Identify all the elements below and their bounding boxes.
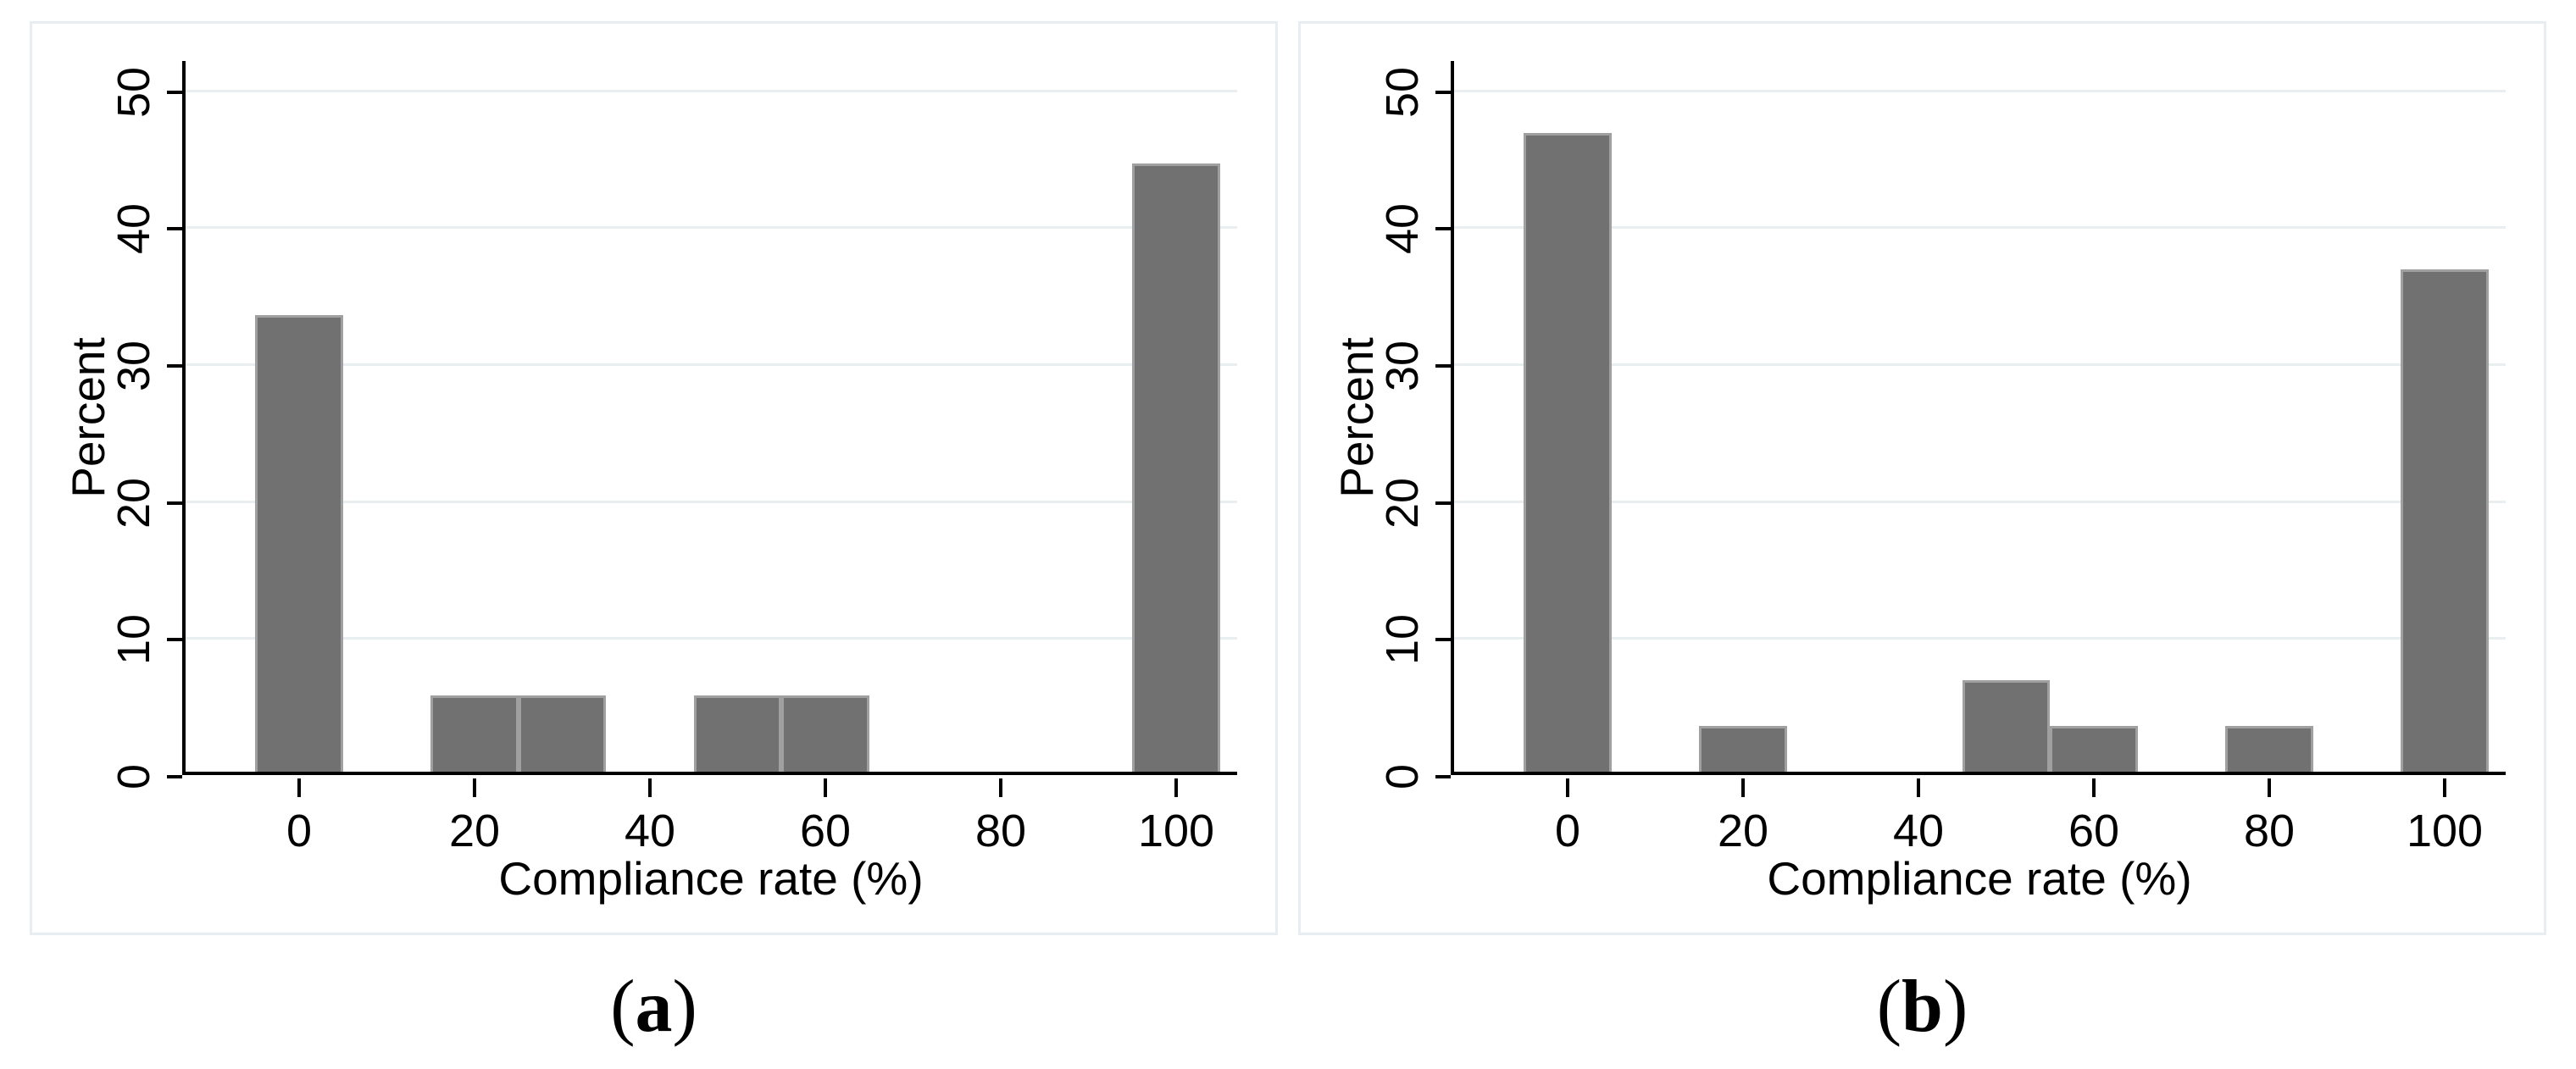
x-tick-label-60: 60	[2068, 806, 2120, 856]
y-tick-label-50: 50	[1377, 66, 1428, 118]
caption-letter: b	[1901, 966, 1943, 1048]
caption-paren-open: (	[1876, 966, 1902, 1048]
y-tick-label-0: 0	[108, 763, 159, 790]
y-tick-10	[167, 638, 182, 642]
x-tick-label-60: 60	[799, 806, 852, 856]
y-tick-0	[1435, 775, 1451, 778]
x-tick-40	[1917, 778, 1920, 797]
gridline-y-30	[186, 363, 1237, 367]
y-tick-50	[167, 90, 182, 94]
x-tick-label-0: 0	[286, 806, 313, 856]
histogram-bar	[2225, 726, 2313, 772]
x-tick-label-40: 40	[624, 806, 676, 856]
y-tick-20	[167, 501, 182, 505]
y-tick-label-40: 40	[108, 203, 159, 255]
gridline-y-40	[186, 226, 1237, 230]
y-tick-label-10: 10	[1377, 614, 1428, 666]
panel-a-plot-area	[182, 61, 1237, 775]
caption-letter: a	[635, 966, 673, 1048]
y-tick-30	[167, 364, 182, 368]
x-tick-label-20: 20	[1717, 806, 1769, 856]
caption-paren-close: )	[1942, 966, 1968, 1048]
y-tick-label-50: 50	[108, 66, 159, 118]
y-tick-10	[1435, 638, 1451, 642]
panel-b-x-axis-title: Compliance rate (%)	[1767, 852, 2192, 905]
gridline-y-10	[186, 637, 1237, 640]
x-tick-100	[2443, 778, 2446, 797]
x-tick-0	[297, 778, 301, 797]
y-tick-30	[1435, 364, 1451, 368]
x-tick-label-20: 20	[448, 806, 501, 856]
y-tick-label-0: 0	[1377, 763, 1428, 790]
histogram-bar	[1699, 726, 1787, 772]
histogram-bar	[255, 315, 343, 772]
x-tick-80	[999, 778, 1002, 797]
x-tick-label-0: 0	[1554, 806, 1581, 856]
histogram-bar	[1962, 680, 2051, 772]
histogram-bar	[781, 695, 869, 772]
gridline-y-10	[1454, 637, 2506, 640]
x-tick-0	[1566, 778, 1569, 797]
histogram-bar	[2050, 726, 2138, 772]
x-tick-label-80: 80	[2243, 806, 2296, 856]
gridline-y-40	[1454, 226, 2506, 230]
histogram-bar	[2401, 269, 2489, 772]
histogram-bar	[1132, 163, 1220, 772]
panel-a: Percent Compliance rate (%) (a) 0 20 40 60 8…	[0, 21, 1307, 1050]
histogram-bar	[1524, 132, 1612, 772]
x-tick-60	[2092, 778, 2096, 797]
x-tick-20	[1741, 778, 1745, 797]
panel-b-plot-area	[1451, 61, 2506, 775]
gridline-y-50	[1454, 89, 2506, 92]
histogram-bar	[693, 695, 782, 772]
y-tick-label-30: 30	[108, 341, 159, 392]
x-tick-60	[824, 778, 827, 797]
caption-paren-close: )	[672, 966, 697, 1048]
y-tick-label-30: 30	[1377, 341, 1428, 392]
y-tick-label-20: 20	[1377, 477, 1428, 529]
y-tick-40	[1435, 227, 1451, 231]
y-tick-label-20: 20	[108, 477, 159, 529]
histogram-bar	[518, 695, 607, 772]
y-tick-label-10: 10	[108, 614, 159, 666]
x-tick-label-100: 100	[1137, 806, 1215, 856]
y-tick-40	[167, 227, 182, 231]
x-tick-label-40: 40	[1892, 806, 1945, 856]
y-tick-0	[167, 775, 182, 778]
caption-paren-open: (	[610, 966, 636, 1048]
panel-a-x-axis-title: Compliance rate (%)	[498, 852, 924, 905]
panel-a-caption: (a)	[0, 964, 1307, 1050]
histogram-bar	[430, 695, 519, 772]
gridline-y-20	[186, 500, 1237, 503]
x-tick-100	[1174, 778, 1178, 797]
x-tick-20	[473, 778, 476, 797]
gridline-y-50	[186, 89, 1237, 92]
panel-a-frame	[30, 21, 1278, 935]
panel-b: Percent Compliance rate (%) (b) 0 20 40 60 8…	[1269, 0, 2576, 1069]
y-tick-20	[1435, 501, 1451, 505]
x-tick-label-80: 80	[974, 806, 1027, 856]
x-tick-40	[648, 778, 652, 797]
panel-b-frame	[1298, 21, 2546, 935]
y-tick-label-40: 40	[1377, 203, 1428, 255]
y-tick-50	[1435, 90, 1451, 94]
panel-b-caption: (b)	[1269, 964, 2576, 1050]
gridline-y-20	[1454, 500, 2506, 503]
x-tick-label-100: 100	[2406, 806, 2484, 856]
x-tick-80	[2268, 778, 2271, 797]
gridline-y-30	[1454, 363, 2506, 367]
